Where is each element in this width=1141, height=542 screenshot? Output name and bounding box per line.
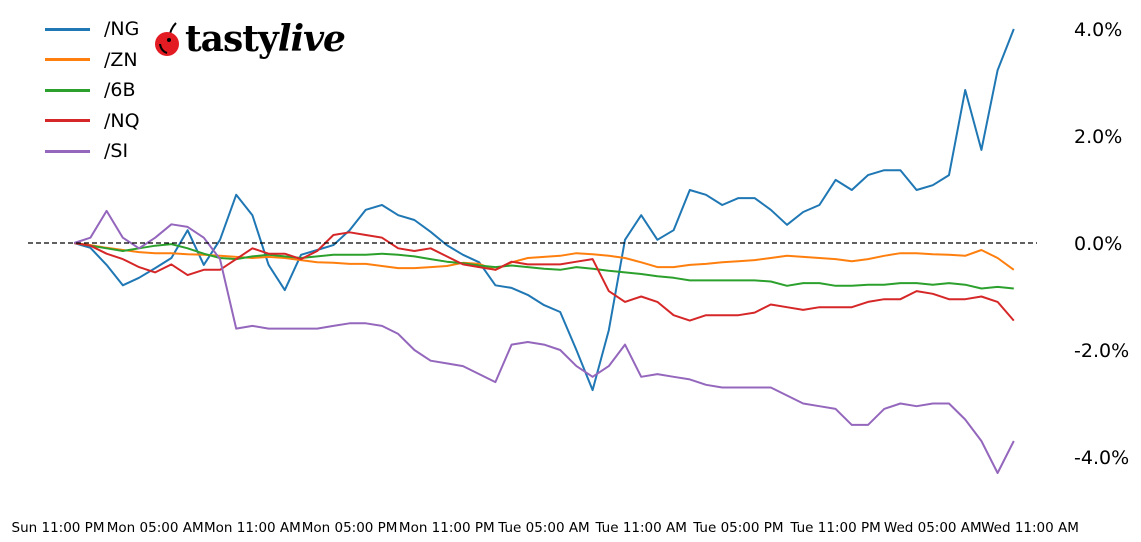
x-tick-label: Mon 11:00 PM xyxy=(399,520,495,536)
legend-swatch xyxy=(45,88,90,92)
y-tick-label: 2.0% xyxy=(1074,126,1122,148)
legend-label: /NG xyxy=(104,18,140,41)
series-layer xyxy=(73,28,1015,474)
legend-item-ng: /NG xyxy=(45,14,140,45)
legend-label: /ZN xyxy=(104,48,138,71)
series-line-6b xyxy=(74,242,1014,290)
x-tick-label: Tue 05:00 PM xyxy=(692,520,783,536)
x-tick-label: Mon 05:00 AM xyxy=(107,520,204,536)
legend-item-nq: /NQ xyxy=(45,106,140,137)
legend-swatch xyxy=(45,58,90,62)
x-axis: Sun 11:00 PM Mon 05:00 AM Mon 11:00 AM Mon … xyxy=(12,520,1079,536)
legend-label: /NQ xyxy=(104,109,140,132)
legend-swatch xyxy=(45,119,90,123)
x-tick-label: Sun 11:00 PM xyxy=(12,520,105,536)
legend-item-6b: /6B xyxy=(45,75,140,106)
series-line-ng xyxy=(73,28,1015,392)
y-axis: 4.0% 2.0% 0.0% -2.0% -4.0% xyxy=(1074,19,1129,469)
y-tick-label: -4.0% xyxy=(1074,447,1129,469)
series-line-zn xyxy=(74,242,1015,271)
legend-label: /6B xyxy=(104,79,136,102)
y-tick-label: -2.0% xyxy=(1074,340,1129,362)
x-tick-label: Tue 05:00 AM xyxy=(497,520,589,536)
legend: /NG /ZN /6B /NQ /SI xyxy=(45,14,140,167)
legend-item-si: /SI xyxy=(45,136,140,167)
x-tick-label: Tue 11:00 PM xyxy=(789,520,880,536)
legend-label: /SI xyxy=(104,140,129,163)
legend-swatch xyxy=(45,27,90,31)
series-line-si xyxy=(73,209,1015,474)
y-tick-label: 4.0% xyxy=(1074,19,1122,41)
legend-item-zn: /ZN xyxy=(45,45,140,76)
cherry-icon xyxy=(155,22,179,56)
logo-wordmark: tastylive xyxy=(185,18,346,60)
x-tick-label: Mon 05:00 PM xyxy=(302,520,398,536)
y-tick-label: 0.0% xyxy=(1074,233,1122,255)
x-tick-label: Wed 05:00 AM xyxy=(884,520,982,536)
x-tick-label: Mon 11:00 AM xyxy=(204,520,301,536)
series-line-nq xyxy=(74,231,1015,322)
legend-swatch xyxy=(45,149,90,153)
tastylive-logo: tastylive xyxy=(153,18,346,60)
x-tick-label: Tue 11:00 AM xyxy=(594,520,686,536)
x-tick-label: Wed 11:00 AM xyxy=(981,520,1079,536)
